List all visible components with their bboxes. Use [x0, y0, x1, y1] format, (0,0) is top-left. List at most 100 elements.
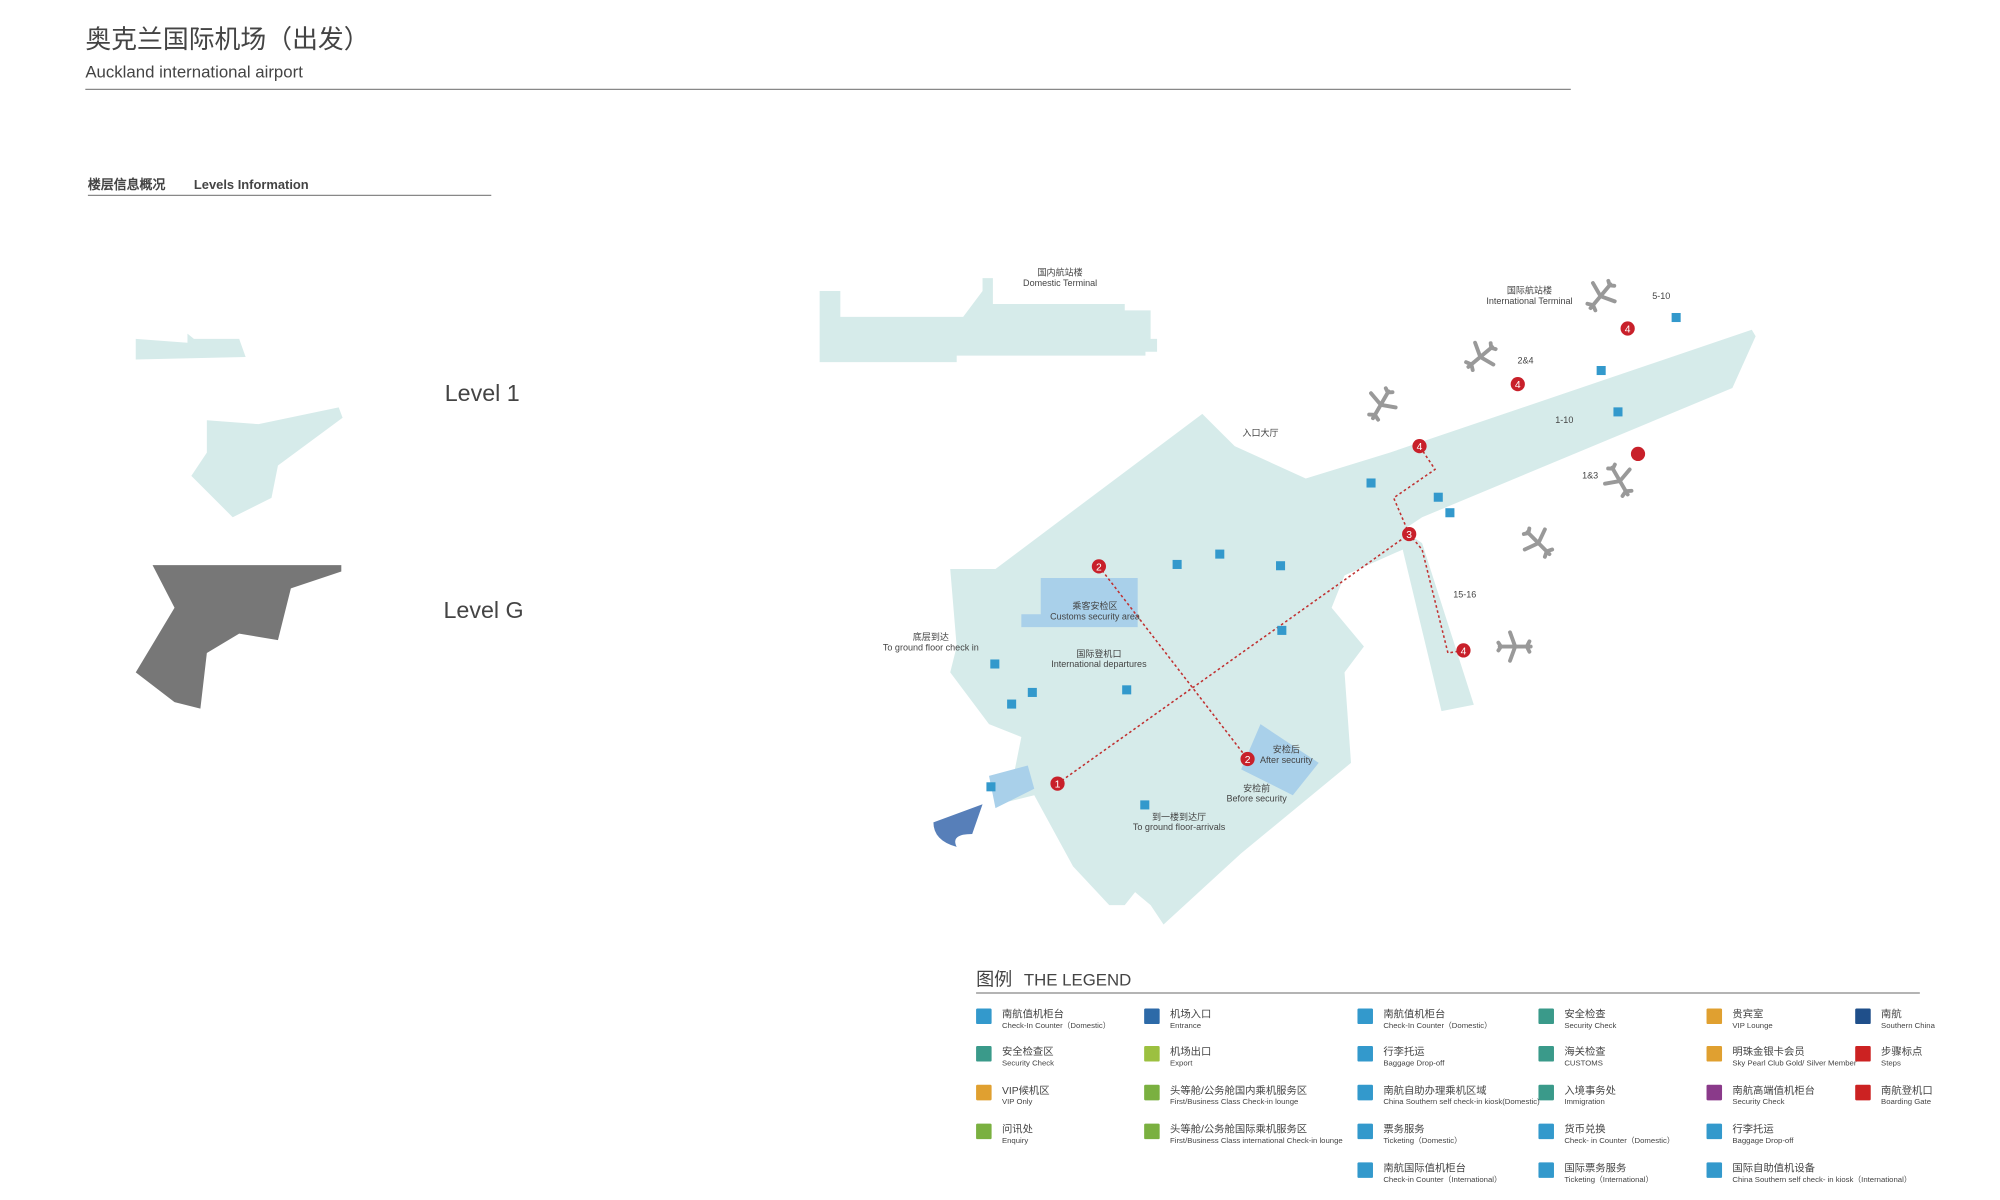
legend-label-en: Check-In Counter（Domestic） [1002, 1021, 1111, 1030]
legend-label-cn: 南航值机柜台 [1002, 1008, 1064, 1021]
level-1-icon [135, 333, 343, 518]
legend-label-en: Boarding Gate [1881, 1097, 1931, 1106]
legend-label-en: First/Business Class Check-in lounge [1170, 1097, 1298, 1106]
map-label-cn: 入口大厅 [1242, 427, 1278, 438]
legend-icon [1357, 1162, 1373, 1178]
service-icon [1366, 478, 1376, 488]
legend-label-en: Check-in Counter（International） [1383, 1175, 1501, 1184]
legend-label-en: Security Check [1732, 1097, 1784, 1106]
legend-label-en: CUSTOMS [1564, 1058, 1603, 1067]
legend-label-cn: 票务服务 [1383, 1123, 1424, 1136]
level-label: Level 1 [445, 380, 520, 406]
plane-icon [1496, 630, 1533, 663]
legend-label-en: Immigration [1564, 1097, 1604, 1106]
map-label-cn: 安检前 [1243, 782, 1270, 793]
legend-label-en: Steps [1881, 1058, 1901, 1067]
legend-label-en: First/Business Class international Check… [1170, 1136, 1343, 1145]
plane-icon [1603, 462, 1634, 498]
map-label-cn: 乘客安检区 [1072, 600, 1117, 611]
legend-icon [976, 1123, 992, 1140]
legend-icon [1144, 1008, 1160, 1025]
legend-label-en: Sky Pearl Club Gold/ Silver Member [1732, 1058, 1856, 1067]
service-icon [1007, 699, 1017, 709]
legend-label-en: Security Check [1564, 1021, 1616, 1030]
legend-label-cn: 贵宾室 [1732, 1008, 1763, 1021]
legend-label-en: Ticketing（Domestic） [1383, 1136, 1462, 1145]
legend-label-cn: 南航 [1881, 1008, 1902, 1021]
map-label-en: After security [1260, 755, 1313, 765]
service-icon [986, 782, 996, 792]
legend-label-en: Baggage Drop-off [1732, 1136, 1794, 1145]
service-icon [1027, 687, 1037, 697]
legend-icon [1706, 1046, 1723, 1062]
legend-label-en: Entrance [1170, 1021, 1201, 1030]
step-marker [1240, 751, 1255, 767]
legend-icon [1706, 1084, 1723, 1101]
service-icon [1172, 559, 1182, 569]
legend-label-en: VIP Only [1002, 1097, 1033, 1106]
legend-label-en: Enquiry [1002, 1136, 1028, 1145]
legend-icon [1357, 1084, 1373, 1101]
legend-icon [976, 1046, 992, 1062]
service-icon [1215, 549, 1225, 559]
gate-label: 5-10 [1652, 291, 1670, 301]
legend-title-en: THE LEGEND [1024, 970, 1131, 989]
map-label-cn: 到一楼到达厅 [1152, 811, 1206, 822]
legend-icon [1144, 1046, 1160, 1062]
levels-title-en: Levels Information [194, 177, 309, 192]
step-number: 4 [1625, 324, 1631, 335]
service-icon [1122, 685, 1132, 695]
legend-label-cn: 南航自助办理乘机区域 [1383, 1084, 1486, 1097]
entrance-area [989, 765, 1035, 809]
legend-label-en: Ticketing（International） [1564, 1175, 1653, 1184]
step-marker [1630, 446, 1646, 462]
legend-icon [1855, 1084, 1871, 1101]
step-marker [1402, 526, 1417, 542]
service-icon [1671, 312, 1681, 323]
page-subtitle: Auckland international airport [85, 63, 303, 82]
terminal-map [819, 278, 1756, 925]
map-label-en: Domestic Terminal [1023, 278, 1097, 288]
legend-icon [1538, 1084, 1554, 1101]
legend-label-cn: 国际票务服务 [1564, 1161, 1626, 1174]
legend-label-cn: 行李托运 [1383, 1045, 1424, 1058]
legend-label-cn: 货币兑换 [1564, 1123, 1605, 1136]
map-label-en: Customs security area [1050, 611, 1141, 621]
step-marker [1050, 776, 1065, 791]
legend-icon [1144, 1123, 1160, 1140]
legend-label-en: Check-In Counter（Domestic） [1383, 1021, 1492, 1030]
route [1057, 445, 1464, 785]
step-marker [1620, 321, 1635, 336]
legend-label-cn: 头等舱/公务舱国际乘机服务区 [1170, 1123, 1307, 1136]
legend-icon [1538, 1162, 1554, 1178]
legend-icon [1357, 1008, 1373, 1025]
legend-label-cn: 南航登机口 [1881, 1084, 1933, 1097]
legend-icon [1357, 1046, 1373, 1062]
legend-label-cn: 行李托运 [1732, 1123, 1773, 1136]
legend-label-cn: 安全检查区 [1002, 1045, 1054, 1058]
domestic-terminal [819, 278, 1158, 363]
step-marker [1412, 439, 1427, 454]
step-number: 2 [1245, 755, 1251, 766]
legend-label-en: Check- in Counter（Domestic） [1564, 1136, 1674, 1145]
legend-icon [1357, 1123, 1373, 1140]
step-number: 2 [1096, 562, 1102, 573]
plane-icon [1585, 278, 1617, 313]
legend-label-cn: 国际自助值机设备 [1732, 1161, 1815, 1174]
page-title: 奥克兰国际机场（出发） [85, 25, 369, 54]
levels-title-cn: 楼层信息概况 [88, 177, 166, 192]
map-label-en: To ground floor-arrivals [1133, 822, 1226, 832]
legend-label-cn: 南航国际值机柜台 [1383, 1161, 1466, 1174]
map-label-cn: 国内航站楼 [1038, 267, 1083, 278]
level-label: Level G [443, 597, 523, 623]
legend-label-en: Security Check [1002, 1058, 1054, 1067]
gate-label: 1&3 [1582, 470, 1598, 480]
legend-icon [1538, 1008, 1554, 1025]
map-label-cn: 安检后 [1273, 744, 1300, 755]
service-icon [990, 659, 1000, 669]
plane-icon [1521, 526, 1555, 559]
step-number: 4 [1461, 646, 1467, 657]
step-number: 4 [1515, 380, 1521, 391]
legend-label-en: China Southern self check- in kiosk（Inte… [1732, 1175, 1911, 1184]
